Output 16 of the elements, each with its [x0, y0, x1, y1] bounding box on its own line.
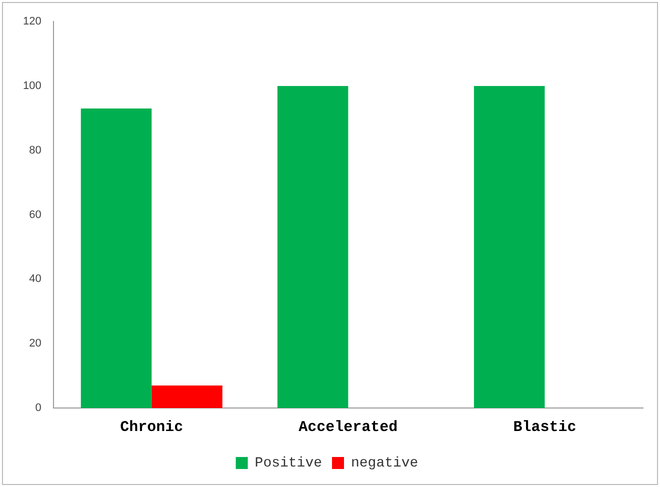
- legend-label: Positive: [254, 456, 322, 472]
- y-tick-label: 20: [29, 338, 42, 350]
- y-tick-label: 0: [35, 402, 42, 414]
- y-tick-label: 40: [29, 273, 42, 286]
- y-tick-label: 100: [22, 80, 42, 92]
- y-tick-label: 120: [22, 16, 42, 28]
- x-tick-label: Chronic: [120, 418, 184, 436]
- bar: [80, 108, 152, 408]
- bar: [474, 86, 545, 408]
- bar: [152, 385, 222, 408]
- bar: [277, 86, 348, 408]
- legend-label: negative: [351, 456, 418, 472]
- x-tick-label: Accelerated: [298, 418, 398, 436]
- y-tick-label: 60: [29, 208, 42, 221]
- x-tick-label: Blastic: [513, 418, 576, 436]
- y-tick-label: 80: [29, 144, 42, 156]
